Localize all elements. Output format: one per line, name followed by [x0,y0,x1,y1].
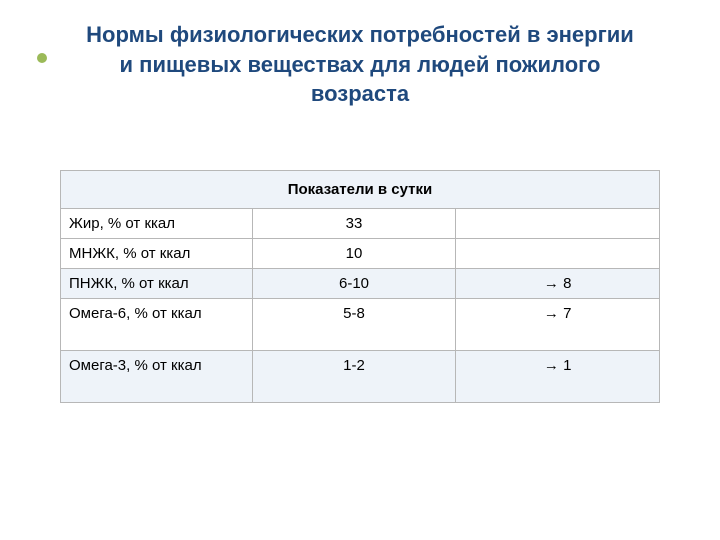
table-header: Показатели в сутки [61,171,660,209]
nutrition-table-wrap: Показатели в сутки Жир, % от ккал 33 МНЖ… [60,170,660,403]
cell-value: 1-2 [252,351,456,403]
cell-label: ПНЖК, % от ккал [61,269,253,299]
cell-arrow [456,239,660,269]
cell-label: Омега-3, % от ккал [61,351,253,403]
table-row: Жир, % от ккал 33 [61,209,660,239]
cell-arrow [456,209,660,239]
cell-arrow: → 7 [456,299,660,351]
cell-label: Омега-6, % от ккал [61,299,253,351]
nutrition-table: Показатели в сутки Жир, % от ккал 33 МНЖ… [60,170,660,403]
table-row: Омега-6, % от ккал 5-8 → 7 [61,299,660,351]
cell-value: 33 [252,209,456,239]
cell-label: МНЖК, % от ккал [61,239,253,269]
table-body: Жир, % от ккал 33 МНЖК, % от ккал 10 ПНЖ… [61,209,660,403]
cell-value: 5-8 [252,299,456,351]
cell-arrow: → 8 [456,269,660,299]
table-row: ПНЖК, % от ккал 6-10 → 8 [61,269,660,299]
table-row: Омега-3, % от ккал 1-2 → 1 [61,351,660,403]
cell-value: 6-10 [252,269,456,299]
cell-value: 10 [252,239,456,269]
cell-label: Жир, % от ккал [61,209,253,239]
table-row: МНЖК, % от ккал 10 [61,239,660,269]
page-title: Нормы физиологических потребностей в эне… [80,20,640,109]
cell-arrow: → 1 [456,351,660,403]
slide-bullet [37,53,47,63]
